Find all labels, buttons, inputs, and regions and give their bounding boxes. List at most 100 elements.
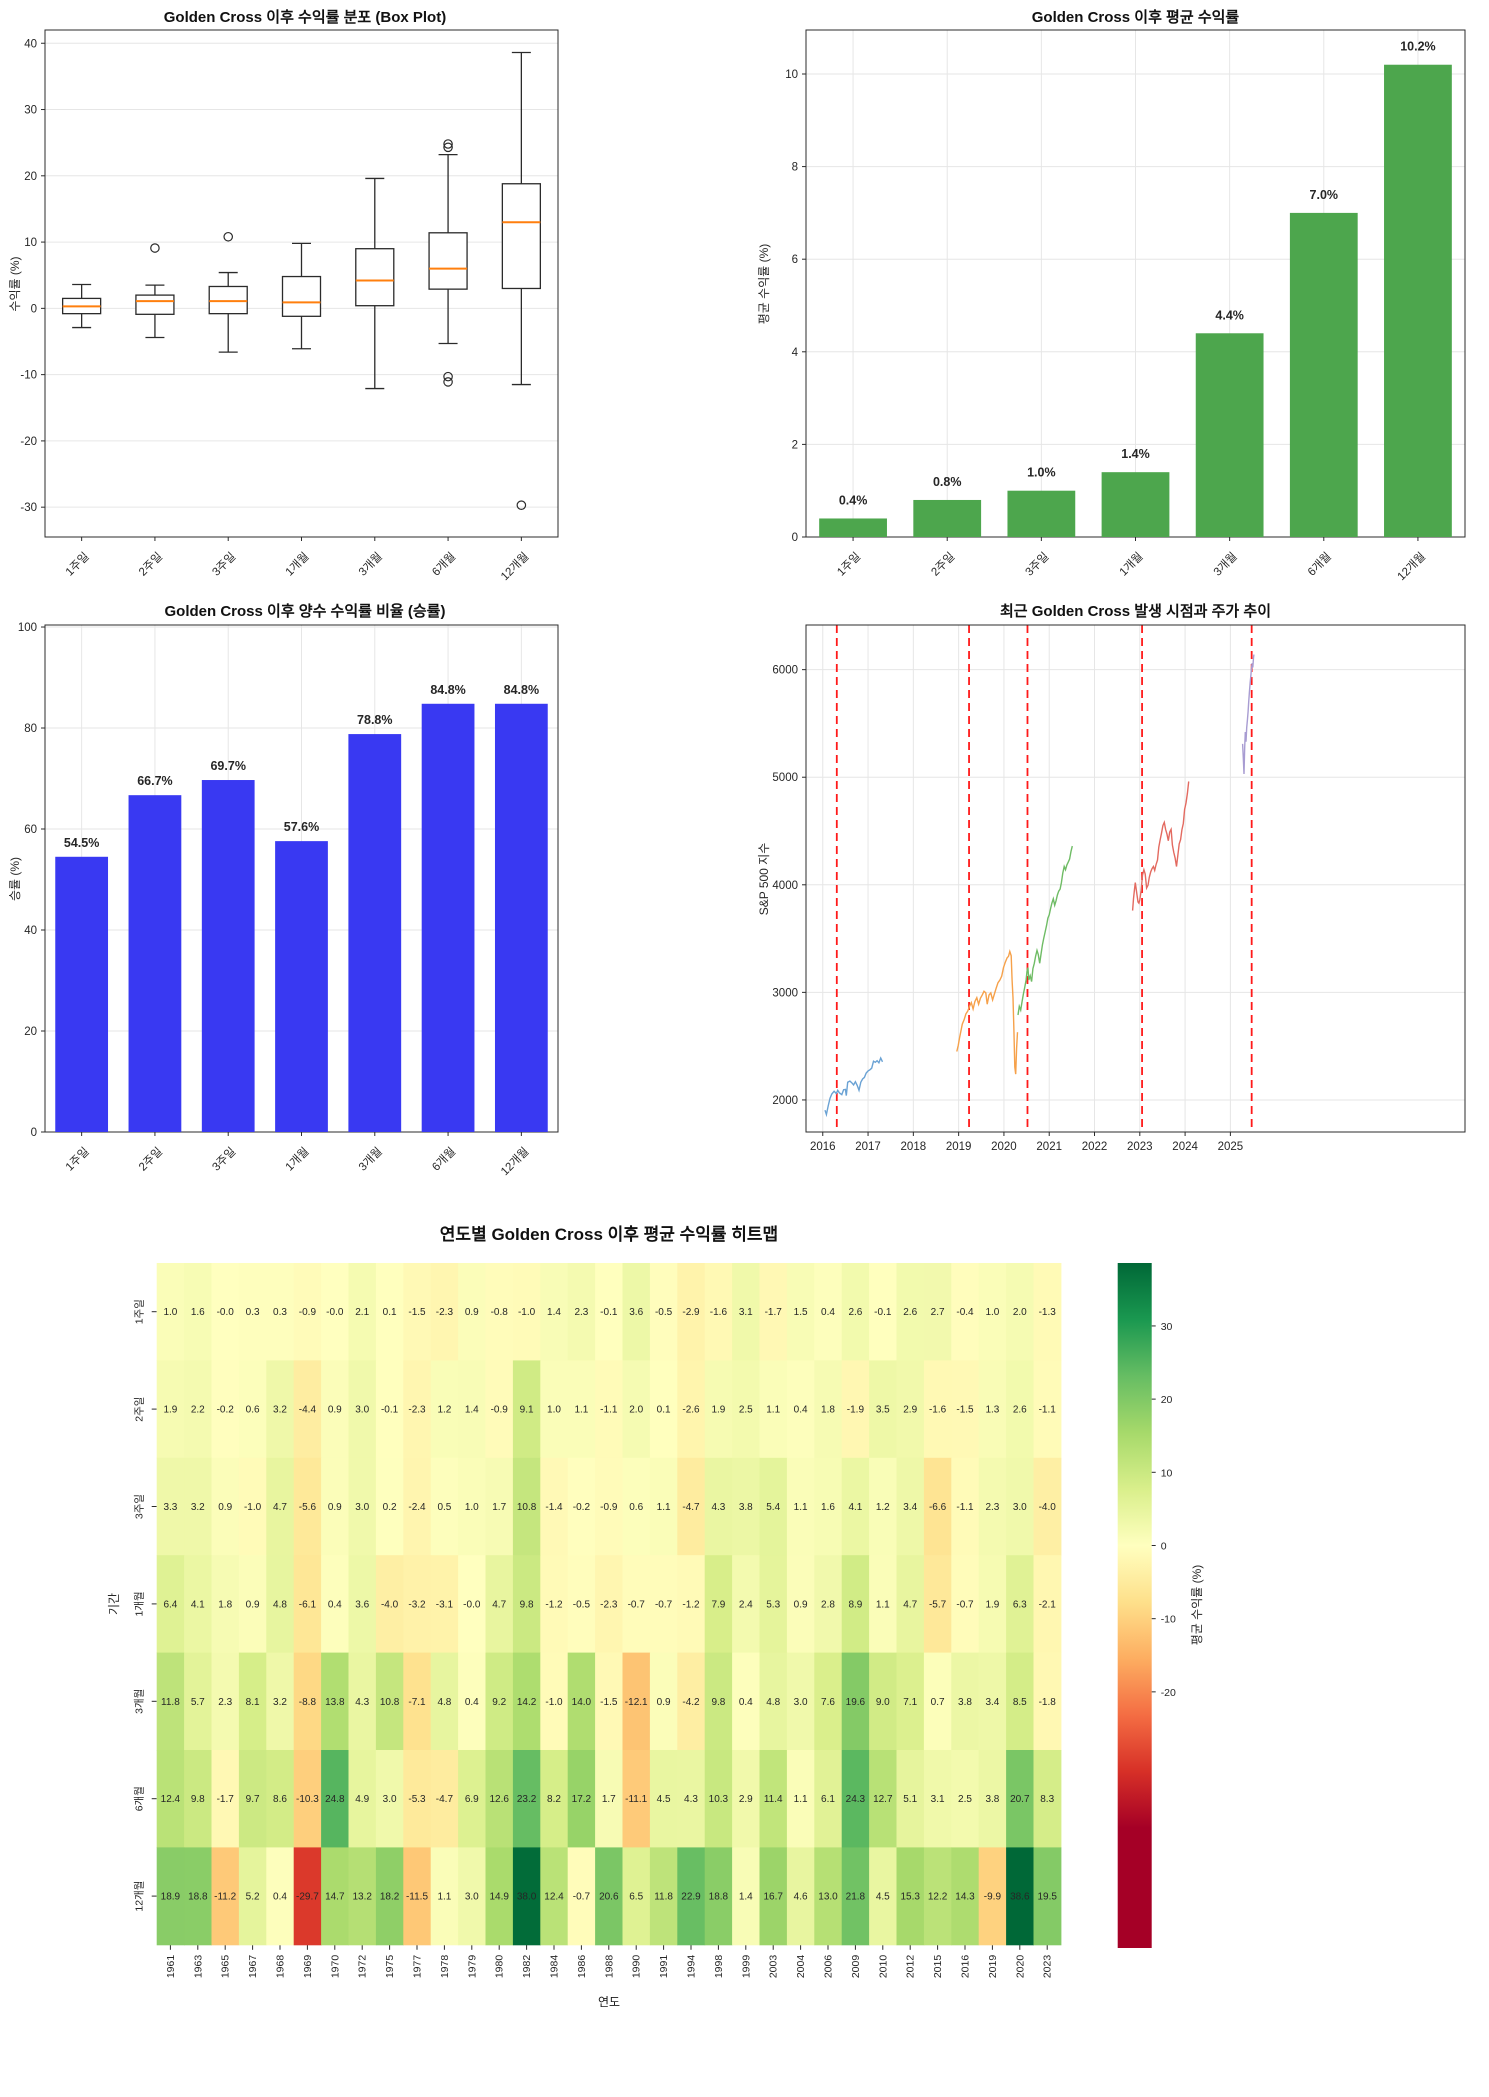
svg-text:18.8: 18.8 xyxy=(188,1892,208,1903)
svg-text:-3.1: -3.1 xyxy=(436,1599,454,1610)
boxes xyxy=(61,51,542,510)
svg-text:1982: 1982 xyxy=(521,1955,533,1979)
svg-text:1개월: 1개월 xyxy=(134,1591,146,1616)
svg-text:2.4: 2.4 xyxy=(739,1599,753,1610)
svg-text:7.6: 7.6 xyxy=(821,1697,835,1708)
svg-text:5.1: 5.1 xyxy=(903,1794,917,1805)
svg-text:2.3: 2.3 xyxy=(218,1697,232,1708)
svg-text:2.1: 2.1 xyxy=(355,1307,369,1318)
svg-text:-1.6: -1.6 xyxy=(710,1307,728,1318)
svg-text:5.7: 5.7 xyxy=(191,1697,205,1708)
svg-text:11.4: 11.4 xyxy=(764,1794,783,1805)
svg-text:14.7: 14.7 xyxy=(325,1892,345,1903)
cell-2주일-2019 xyxy=(978,1360,1007,1459)
cell-6개월-1977 xyxy=(403,1750,432,1848)
outlier xyxy=(443,377,453,387)
cell-6개월-2009 xyxy=(841,1750,870,1848)
svg-text:-4.4: -4.4 xyxy=(299,1405,317,1416)
cell-12개월-2004 xyxy=(786,1847,815,1946)
cell-2주일-1998 xyxy=(704,1360,733,1459)
cell-6개월-2012 xyxy=(896,1750,925,1848)
cell-12개월-1984 xyxy=(540,1847,569,1946)
cell-1개월-1978 xyxy=(430,1555,459,1654)
svg-text:-1.7: -1.7 xyxy=(765,1307,783,1318)
cell-12개월-2010 xyxy=(869,1847,897,1946)
cell-3개월-1978 xyxy=(430,1652,459,1751)
box-6개월 xyxy=(428,139,468,387)
svg-text:-11.1: -11.1 xyxy=(625,1794,647,1805)
svg-text:-4.7: -4.7 xyxy=(436,1794,454,1805)
svg-text:4.8: 4.8 xyxy=(437,1697,451,1708)
svg-text:1.0%: 1.0% xyxy=(1027,466,1056,480)
svg-text:2.9: 2.9 xyxy=(903,1405,917,1416)
svg-text:10.3: 10.3 xyxy=(709,1794,729,1805)
box-1개월 xyxy=(281,242,322,350)
cell-3주일-1982 xyxy=(512,1457,541,1556)
cell-3개월-2006 xyxy=(814,1652,843,1751)
svg-text:4.7: 4.7 xyxy=(903,1599,917,1610)
bar-3개월 xyxy=(1195,333,1264,537)
svg-text:-0.7: -0.7 xyxy=(655,1599,673,1610)
cell-12개월-1994 xyxy=(677,1847,706,1946)
cell-3개월-1990 xyxy=(622,1652,651,1751)
cell-3개월-2004 xyxy=(786,1652,815,1751)
svg-text:0.6: 0.6 xyxy=(629,1502,643,1513)
cell-6개월-1994 xyxy=(677,1750,706,1848)
cell-2주일-1988 xyxy=(595,1360,623,1459)
svg-text:0: 0 xyxy=(1161,1540,1167,1552)
cell-1주일-1963 xyxy=(184,1263,212,1361)
cell-1주일-1965 xyxy=(211,1263,240,1361)
svg-text:1주일: 1주일 xyxy=(62,549,91,578)
cell-1개월-1998 xyxy=(704,1555,733,1654)
svg-text:6개월: 6개월 xyxy=(430,1145,459,1174)
svg-text:1990: 1990 xyxy=(631,1955,643,1979)
svg-text:6.9: 6.9 xyxy=(465,1794,479,1805)
svg-text:1988: 1988 xyxy=(603,1955,615,1979)
cell-1주일-1980 xyxy=(485,1263,514,1361)
svg-text:1.4: 1.4 xyxy=(465,1405,479,1416)
svg-text:2016: 2016 xyxy=(960,1955,972,1979)
svg-text:1979: 1979 xyxy=(466,1955,478,1979)
svg-text:1.1: 1.1 xyxy=(574,1405,588,1416)
svg-text:12.4: 12.4 xyxy=(161,1794,181,1805)
svg-text:14.3: 14.3 xyxy=(955,1892,975,1903)
svg-text:2.9: 2.9 xyxy=(739,1794,753,1805)
svg-text:78.8%: 78.8% xyxy=(357,713,392,727)
cell-3주일-2006 xyxy=(814,1457,843,1556)
cell-3주일-1991 xyxy=(649,1457,678,1556)
cell-6개월-2003 xyxy=(759,1750,788,1848)
cell-1주일-1968 xyxy=(266,1263,295,1361)
svg-text:20: 20 xyxy=(1161,1394,1173,1406)
svg-text:2004: 2004 xyxy=(795,1955,807,1979)
cell-3개월-2010 xyxy=(869,1652,897,1751)
svg-text:0.4: 0.4 xyxy=(328,1599,342,1610)
svg-text:1.4: 1.4 xyxy=(739,1892,753,1903)
bar-12개월 xyxy=(494,703,548,1132)
svg-text:3.0: 3.0 xyxy=(355,1502,369,1513)
cell-6개월-1970 xyxy=(321,1750,349,1848)
svg-text:-2.4: -2.4 xyxy=(408,1502,426,1513)
svg-text:3.0: 3.0 xyxy=(1013,1502,1027,1513)
svg-text:54.5%: 54.5% xyxy=(64,836,99,850)
svg-text:2.6: 2.6 xyxy=(848,1307,862,1318)
cell-6개월-1984 xyxy=(540,1750,569,1848)
svg-text:0.4: 0.4 xyxy=(821,1307,835,1318)
svg-text:1.6: 1.6 xyxy=(821,1502,835,1513)
cell-6개월-1967 xyxy=(238,1750,267,1848)
cell-2주일-1965 xyxy=(211,1360,240,1459)
svg-text:-10: -10 xyxy=(20,370,37,382)
svg-text:3000: 3000 xyxy=(772,987,798,999)
cell-3개월-1991 xyxy=(649,1652,678,1751)
cell-12개월-1978 xyxy=(430,1847,459,1946)
cell-3개월-1999 xyxy=(732,1652,760,1751)
cell-3주일-2004 xyxy=(786,1457,815,1556)
bar-3주일 xyxy=(1007,490,1076,537)
svg-text:-0.5: -0.5 xyxy=(573,1599,591,1610)
svg-text:2.3: 2.3 xyxy=(985,1502,999,1513)
cell-3개월-2023 xyxy=(1033,1652,1062,1751)
svg-text:2: 2 xyxy=(792,439,798,451)
svg-text:12.6: 12.6 xyxy=(489,1794,509,1805)
svg-text:3.3: 3.3 xyxy=(163,1502,177,1513)
svg-text:1.9: 1.9 xyxy=(163,1405,177,1416)
